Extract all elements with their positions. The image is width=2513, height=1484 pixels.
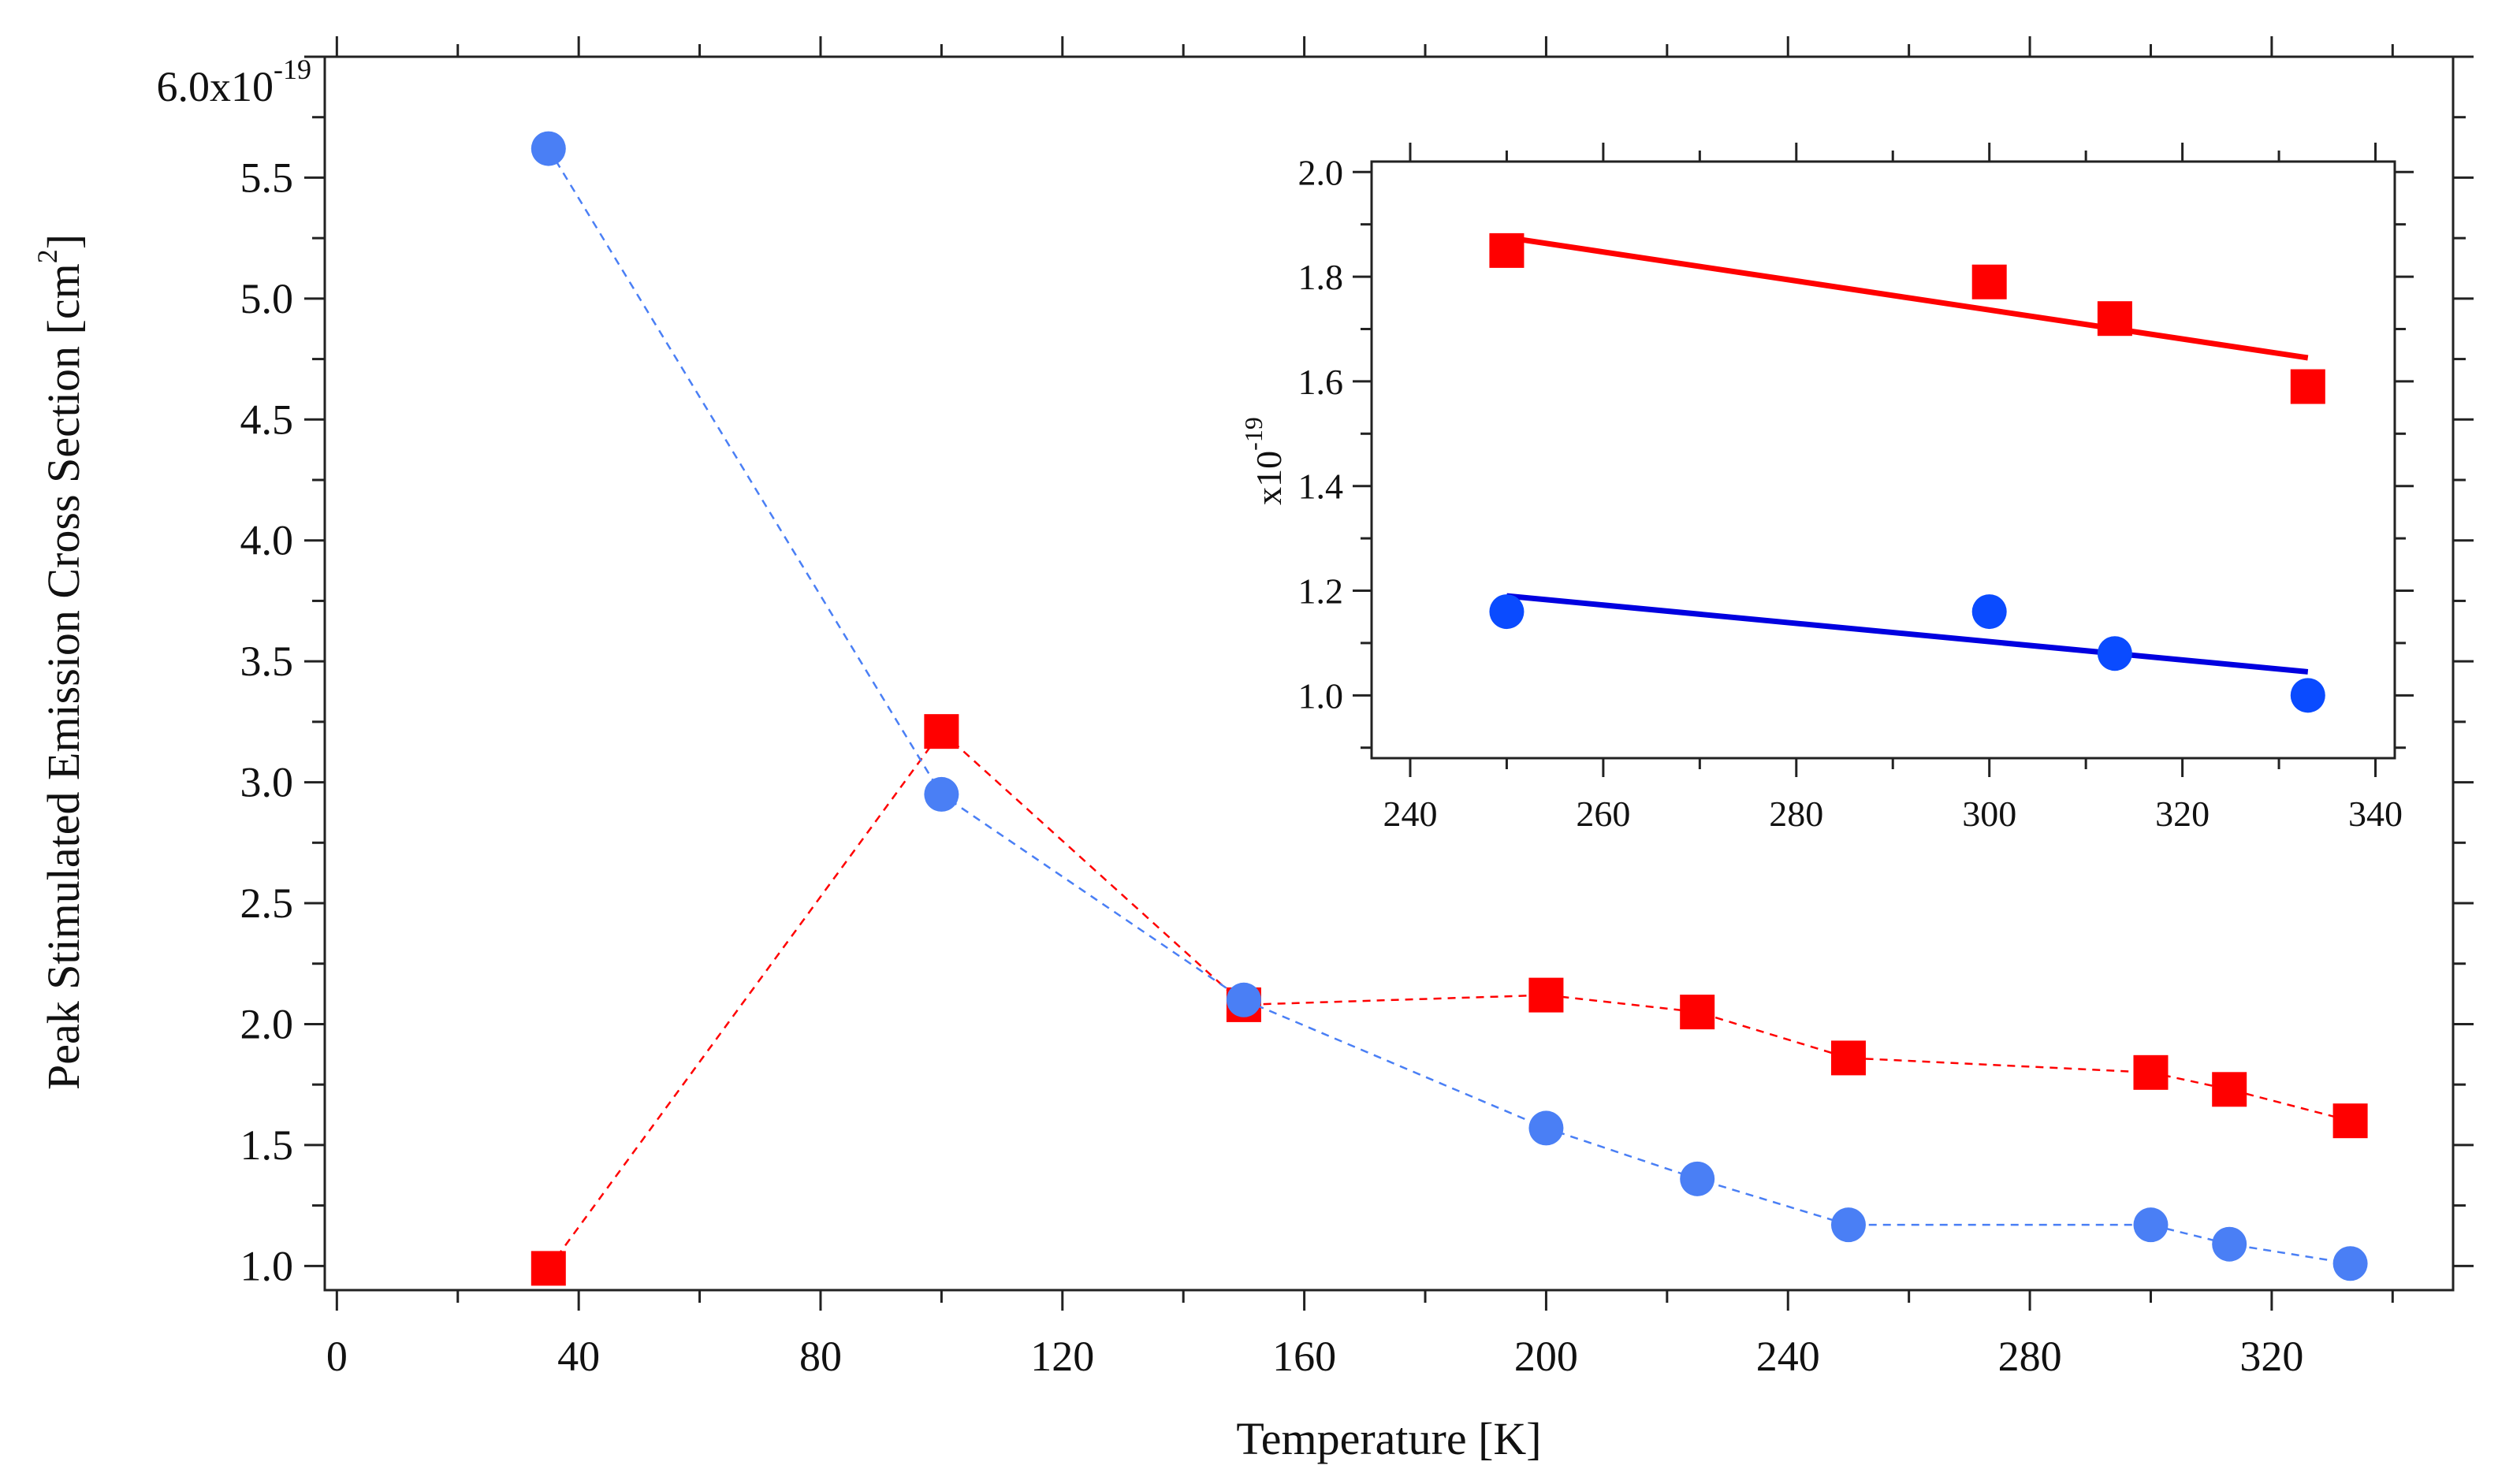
- data-point: [531, 1251, 566, 1286]
- main-tick-labels: 0 40 80 120 160 200 240 280 320 1.0 1.5 2.0 2.5 3.0 3.…: [240, 154, 2304, 1380]
- x-tick-label: 320: [2155, 794, 2210, 834]
- data-point: [2133, 1207, 2169, 1243]
- x-tick-label: 340: [2348, 794, 2403, 834]
- inset-y-axis-label-superscript: -19: [1239, 417, 1268, 451]
- y-tick-label: 1.0: [1298, 675, 1344, 716]
- y-tick-label: 3.0: [240, 759, 294, 806]
- y-tick-label: 1.4: [1298, 467, 1344, 507]
- y-top-label-exponent: -19: [274, 54, 311, 85]
- data-point: [1830, 1040, 1866, 1076]
- x-tick-label: 240: [1383, 794, 1437, 834]
- series-blue-circles: [1489, 593, 2325, 713]
- inset-y-axis-label-text: x10: [1249, 451, 1289, 505]
- data-point: [2212, 1226, 2247, 1262]
- inset-frame: [1370, 160, 2396, 760]
- y-tick-label: 1.5: [240, 1121, 294, 1169]
- x-tick-label: 40: [557, 1333, 600, 1380]
- series-blue-circles: [531, 131, 2368, 1281]
- y-axis-label-superscript: 2: [32, 249, 63, 263]
- y-tick-label: 1.6: [1298, 362, 1344, 402]
- data-point: [1528, 1110, 1564, 1146]
- y-top-label: 6.0x10-19: [157, 54, 312, 110]
- y-tick-label: 2.0: [1298, 152, 1344, 192]
- y-top-label-base: 6.0x10: [157, 63, 274, 110]
- main-ticks: [304, 36, 2474, 1311]
- data-point: [1830, 1207, 1866, 1243]
- data-point: [2212, 1072, 2247, 1107]
- x-tick-label: 120: [1030, 1333, 1094, 1380]
- main-plot: 0 40 80 120 160 200 240 280 320 1.0 1.5 2.0 2.5 3.0 3.…: [32, 36, 2474, 1464]
- data-point: [2133, 1054, 2169, 1090]
- y-tick-label: 4.0: [240, 517, 294, 564]
- x-axis-label: Temperature [K]: [1236, 1413, 1541, 1464]
- inset-plot: 240 260 280 300 320 340 1.0 1.2 1.4 1.6 1.8 2.0 x10…: [1239, 143, 2414, 834]
- data-point: [1489, 232, 1525, 268]
- y-tick-label: 1.2: [1298, 571, 1344, 612]
- data-point: [2097, 301, 2132, 337]
- data-point: [531, 131, 566, 166]
- x-tick-label: 280: [1769, 794, 1823, 834]
- data-point: [1226, 982, 1261, 1017]
- fit-line: [1506, 593, 2309, 675]
- series-line: [547, 730, 2351, 1270]
- y-axis-label-text: Peak Stimulated Emission Cross Section […: [38, 263, 89, 1090]
- x-tick-label: 300: [1962, 794, 2016, 834]
- inset-tick-labels: 240 260 280 300 320 340 1.0 1.2 1.4 1.6 1.8 2.0: [1298, 152, 2403, 834]
- x-tick-label: 240: [1756, 1333, 1820, 1380]
- data-point: [2290, 369, 2325, 404]
- data-point: [924, 714, 959, 749]
- y-tick-label: 1.8: [1298, 257, 1344, 297]
- data-point: [2097, 636, 2132, 671]
- x-tick-label: 0: [326, 1333, 348, 1380]
- y-axis-label-close: ]: [38, 234, 89, 249]
- data-point: [924, 776, 959, 812]
- data-point: [1680, 995, 1715, 1030]
- fit-line: [1506, 234, 2309, 361]
- data-point: [1489, 594, 1525, 630]
- y-tick-label: 5.0: [240, 275, 294, 322]
- inset-series: [1489, 232, 2325, 713]
- data-point: [1528, 977, 1564, 1013]
- y-tick-label: 3.5: [240, 638, 294, 685]
- data-point: [2290, 678, 2325, 713]
- y-tick-label: 5.5: [240, 154, 294, 201]
- x-tick-label: 320: [2239, 1333, 2303, 1380]
- y-tick-label: 2.5: [240, 880, 294, 927]
- x-tick-label: 160: [1272, 1333, 1336, 1380]
- inset-ticks: [1353, 143, 2414, 777]
- data-point: [1971, 594, 2007, 630]
- x-tick-label: 80: [799, 1333, 842, 1380]
- data-point: [2332, 1246, 2368, 1281]
- y-tick-label: 1.0: [240, 1242, 294, 1289]
- inset-y-axis-label: x10-19: [1239, 417, 1289, 505]
- series-red-squares: [531, 714, 2368, 1286]
- x-tick-label: 260: [1576, 794, 1630, 834]
- data-point: [1680, 1161, 1715, 1196]
- y-axis-label: Peak Stimulated Emission Cross Section […: [32, 234, 89, 1090]
- x-tick-label: 280: [1998, 1333, 2062, 1380]
- data-point: [1971, 264, 2007, 299]
- data-point: [2332, 1103, 2368, 1139]
- main-series: [531, 131, 2368, 1286]
- main-plot-frame: [323, 55, 2455, 1292]
- y-tick-label: 4.5: [240, 396, 294, 443]
- series-red-squares: [1489, 232, 2325, 404]
- y-tick-label: 2.0: [240, 1000, 294, 1047]
- x-tick-label: 200: [1514, 1333, 1578, 1380]
